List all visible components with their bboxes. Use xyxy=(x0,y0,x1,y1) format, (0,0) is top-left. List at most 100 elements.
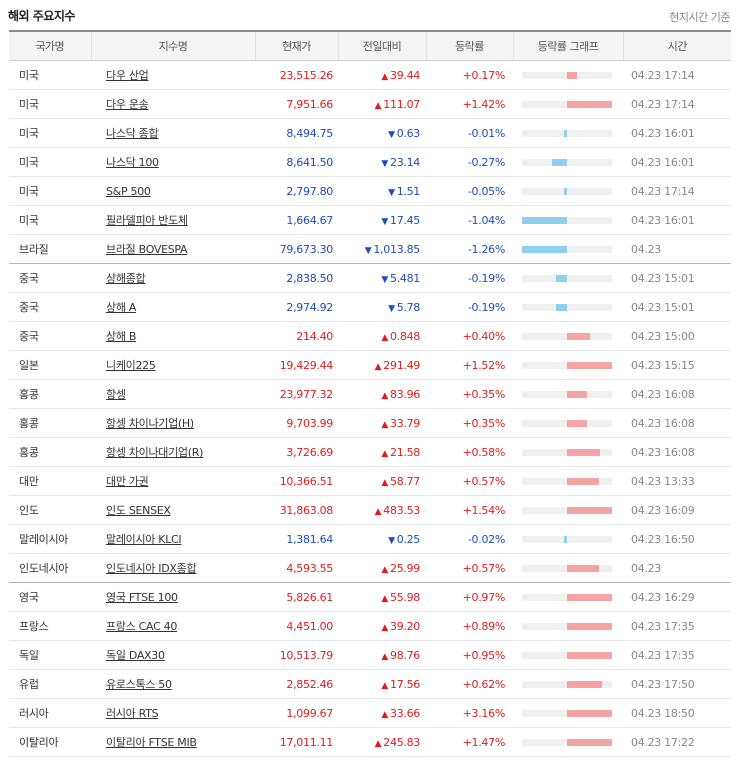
rate-graph-track xyxy=(522,622,612,630)
rate-graph-cell xyxy=(513,698,623,728)
index-name-cell: 대만 가권 xyxy=(91,466,255,496)
change-rate-cell: -1.04% xyxy=(426,205,513,235)
index-name-cell: 항셍 차이나대기업(R) xyxy=(91,437,255,467)
country-cell: 홍콩 xyxy=(9,408,91,438)
index-name-cell: 프랑스 CAC 40 xyxy=(91,611,255,641)
change-rate-cell: +1.47% xyxy=(426,727,513,757)
index-name-link[interactable]: 나스닥 종합 xyxy=(106,127,159,140)
time-cell: 04.23 16:08 xyxy=(623,437,731,467)
index-name-link[interactable]: 독일 DAX30 xyxy=(106,649,165,662)
change-cell: ▲ 33.79 xyxy=(338,408,426,438)
current-price-cell: 2,838.50 xyxy=(255,263,338,293)
index-name-cell: 이탈리아 FTSE MIB xyxy=(91,727,255,757)
rate-graph-bar xyxy=(567,651,612,659)
index-name-link[interactable]: 영국 FTSE 100 xyxy=(106,591,178,604)
index-name-link[interactable]: 다우 산업 xyxy=(106,69,149,82)
triangle-up-icon: ▲ xyxy=(381,332,388,343)
change-rate-cell: +0.97% xyxy=(426,582,513,612)
index-name-link[interactable]: 나스닥 100 xyxy=(106,156,159,169)
country-cell: 중국 xyxy=(9,263,91,293)
triangle-down-icon: ▼ xyxy=(381,216,388,227)
change-cell: ▲ 111.07 xyxy=(338,89,426,119)
country-cell: 러시아 xyxy=(9,698,91,728)
change-rate-cell: +0.62% xyxy=(426,669,513,699)
time-cell: 04.23 17:14 xyxy=(623,89,731,119)
rate-graph-track xyxy=(522,71,612,79)
rate-graph-bar xyxy=(567,738,612,746)
table-row: 미국 다우 산업 23,515.26 ▲ 39.44 +0.17% 04.23 17:14 xyxy=(9,60,731,90)
table-row: 브라질 브라질 BOVESPA 79,673.30 ▼ 1,013.85 -1.26% 04… xyxy=(9,234,731,264)
triangle-up-icon: ▲ xyxy=(381,419,388,430)
rate-graph-bar xyxy=(567,332,590,340)
change-value: 21.58 xyxy=(390,445,420,459)
country-cell: 브라질 xyxy=(9,234,91,264)
country-cell: 중국 xyxy=(9,321,91,351)
rate-graph-bar xyxy=(567,622,612,630)
header-current-price: 현재가 xyxy=(254,32,338,61)
table-row: 중국 상해 A 2,974.92 ▼ 5.78 -0.19% 04.23 15:01 xyxy=(9,292,731,322)
time-cell: 04.23 16:08 xyxy=(623,408,731,438)
current-price-cell: 8,494.75 xyxy=(255,118,338,148)
rate-graph-cell xyxy=(513,350,623,380)
change-value: 39.44 xyxy=(390,68,420,82)
rate-graph-cell xyxy=(513,408,623,438)
country-cell: 영국 xyxy=(9,582,91,612)
change-rate-cell: +1.42% xyxy=(426,89,513,119)
index-name-cell: 브라질 BOVESPA xyxy=(91,234,255,264)
current-price-cell: 23,515.26 xyxy=(255,60,338,90)
change-value: 17.45 xyxy=(390,213,420,227)
change-cell: ▲ 21.58 xyxy=(338,437,426,467)
index-name-link[interactable]: 상해종합 xyxy=(106,272,146,285)
index-name-link[interactable]: 이탈리아 FTSE MIB xyxy=(106,736,197,749)
index-name-link[interactable]: 필라델피아 반도체 xyxy=(106,214,188,227)
index-name-link[interactable]: 상해 B xyxy=(106,330,137,343)
rate-graph-cell xyxy=(513,118,623,148)
triangle-up-icon: ▲ xyxy=(381,593,388,604)
index-name-cell: 니케이225 xyxy=(91,350,255,380)
rate-graph-cell xyxy=(513,147,623,177)
table-row: 미국 S&P 500 2,797.80 ▼ 1.51 -0.05% 04.23 17:14 xyxy=(9,176,731,206)
index-name-link[interactable]: 대만 가권 xyxy=(106,475,149,488)
index-name-link[interactable]: 유로스톡스 50 xyxy=(106,678,172,691)
table-row: 프랑스 프랑스 CAC 40 4,451.00 ▲ 39.20 +0.89% 04.23 1… xyxy=(9,611,731,641)
index-name-cell: 항셍 xyxy=(91,379,255,409)
rate-graph-cell xyxy=(513,89,623,119)
index-name-link[interactable]: 항셍 차이나대기업(R) xyxy=(106,446,204,459)
change-cell: ▼ 1.51 xyxy=(338,176,426,206)
current-price-cell: 79,673.30 xyxy=(255,234,338,264)
index-name-link[interactable]: 인도네시아 IDX종합 xyxy=(106,562,197,575)
current-price-cell: 19,429.44 xyxy=(255,350,338,380)
index-name-link[interactable]: 다우 운송 xyxy=(106,98,149,111)
rate-graph-cell xyxy=(513,611,623,641)
current-price-cell: 4,593.55 xyxy=(255,553,338,583)
change-cell: ▲ 39.44 xyxy=(338,60,426,90)
triangle-up-icon: ▲ xyxy=(381,390,388,401)
time-cell: 04.23 16:08 xyxy=(623,379,731,409)
index-name-link[interactable]: 러시아 RTS xyxy=(106,707,159,720)
time-cell: 04.23 17:50 xyxy=(623,669,731,699)
index-name-link[interactable]: 항셍 xyxy=(106,388,126,401)
index-name-link[interactable]: 프랑스 CAC 40 xyxy=(106,620,178,633)
rate-graph-cell xyxy=(513,466,623,496)
index-name-link[interactable]: S&P 500 xyxy=(106,184,151,198)
rate-graph-bar xyxy=(567,448,600,456)
rate-graph-bar xyxy=(567,361,612,369)
index-name-link[interactable]: 브라질 BOVESPA xyxy=(106,243,188,256)
change-cell: ▲ 17.56 xyxy=(338,669,426,699)
country-cell: 대만 xyxy=(9,466,91,496)
rate-graph-track xyxy=(522,245,612,253)
change-value: 83.96 xyxy=(390,387,420,401)
index-name-link[interactable]: 말레이시아 KLCI xyxy=(106,533,182,546)
index-name-link[interactable]: 상해 A xyxy=(106,301,137,314)
index-table: 국가명 지수명 현재가 전일대비 등락률 등락률 그래프 시간 미국 다우 산업 2… xyxy=(9,32,731,757)
country-cell: 미국 xyxy=(9,147,91,177)
index-name-link[interactable]: 항셍 차이나기업(H) xyxy=(106,417,194,430)
time-cell: 04.23 16:01 xyxy=(623,118,731,148)
change-cell: ▲ 83.96 xyxy=(338,379,426,409)
index-name-link[interactable]: 인도 SENSEX xyxy=(106,504,171,517)
time-cell: 04.23 16:50 xyxy=(623,524,731,554)
index-name-link[interactable]: 니케이225 xyxy=(106,359,156,372)
rate-graph-track xyxy=(522,303,612,311)
table-body: 미국 다우 산업 23,515.26 ▲ 39.44 +0.17% 04.23 17:14 미… xyxy=(9,60,731,757)
change-cell: ▲ 245.83 xyxy=(338,727,426,757)
